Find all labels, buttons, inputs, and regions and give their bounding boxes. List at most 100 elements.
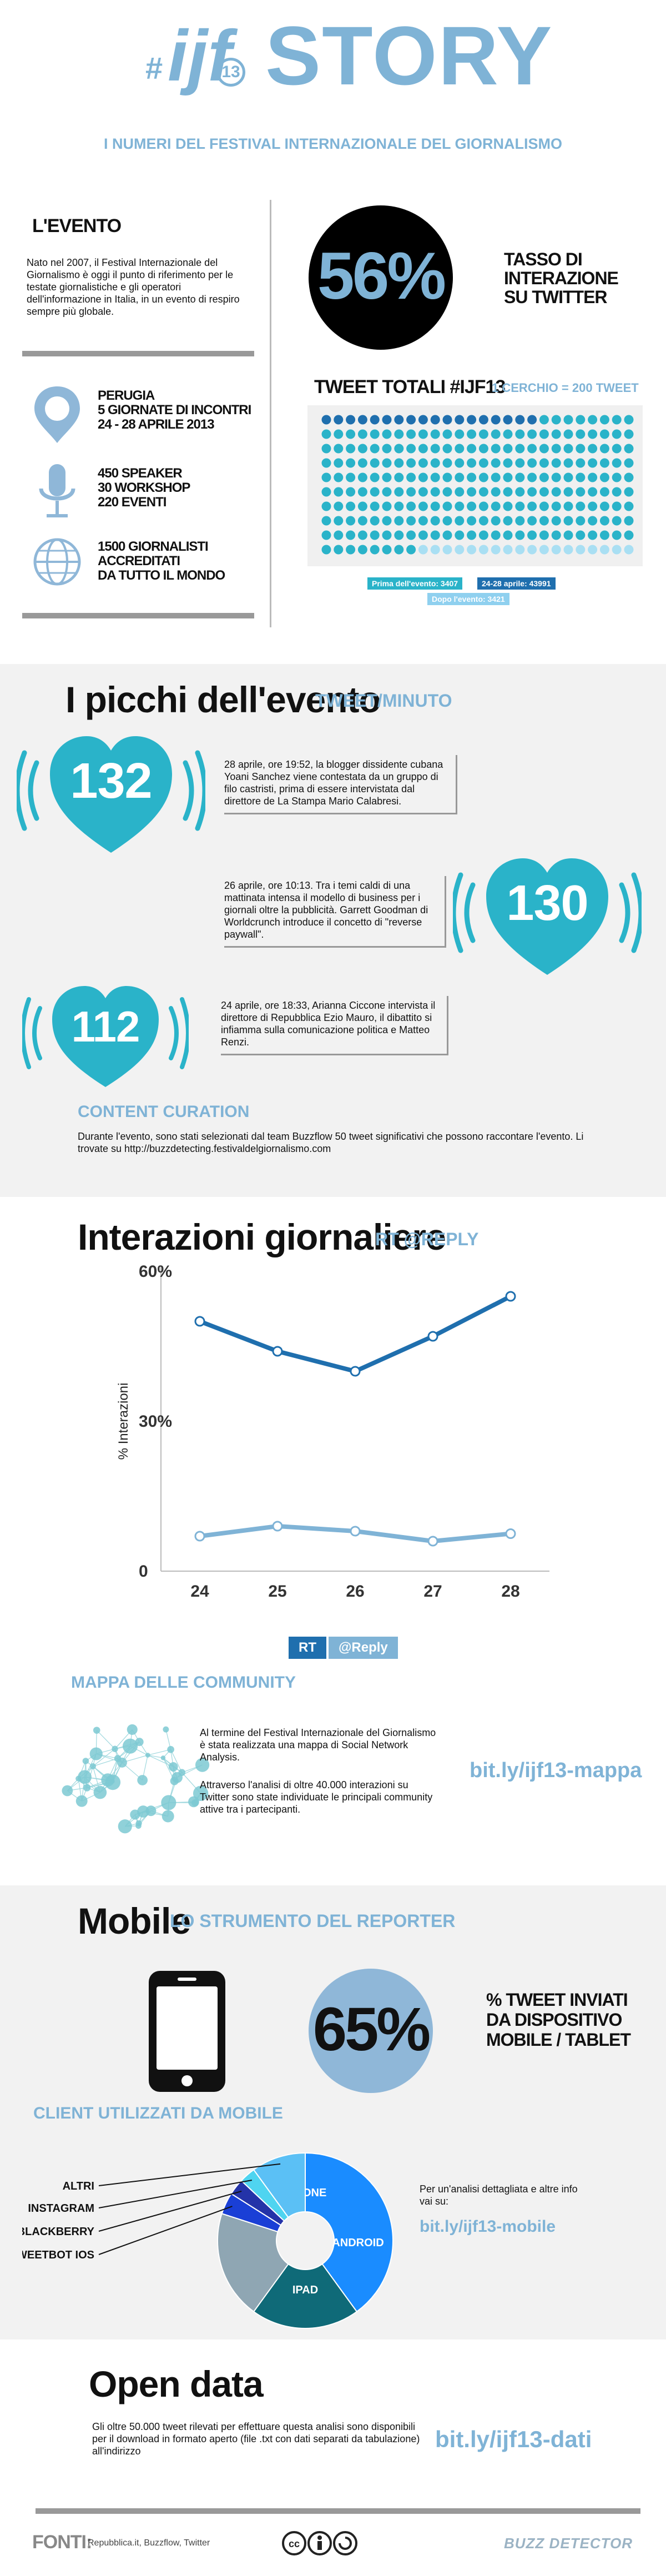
pie-label: TWEETBOT IOS (22, 2249, 94, 2261)
tweet-dot (406, 545, 416, 555)
network-edge (148, 1754, 164, 1758)
tweet-dot (478, 472, 488, 482)
network-node (137, 1805, 149, 1818)
tweet-dot (576, 487, 586, 497)
curation-title: CONTENT CURATION (78, 1103, 250, 1121)
mobile-subtitle: LO STRUMENTO DEL REPORTER (170, 1911, 456, 1931)
network-edge (93, 1748, 115, 1767)
tweet-dot (467, 415, 477, 425)
tweet-dot (467, 530, 477, 540)
network-node (112, 1745, 118, 1752)
tweet-period-after: Dopo l'evento: 3421 (427, 593, 509, 605)
tweet-dot (418, 444, 428, 454)
tweet-dot (527, 429, 537, 439)
legend-rt: RT (289, 1637, 326, 1659)
evento-fact-journalists: 1500 GIORNALISTI ACCREDITATI DA TUTTO IL… (32, 535, 265, 602)
evento-section: L'EVENTO Nato nel 2007, il Festival Inte… (0, 189, 666, 633)
tweet-dot (527, 444, 537, 454)
pie-label: BLACKBERRY (22, 2226, 95, 2238)
tweet-dot (612, 545, 622, 555)
network-node (114, 1755, 122, 1762)
community-link[interactable]: bit.ly/ijf13-mappa (470, 1759, 642, 1782)
tweet-dot (467, 472, 477, 482)
evento-fact-location: PERUGIA 5 GIORNATE DI INCONTRI 24 - 28 A… (32, 384, 265, 451)
tweet-dot (321, 501, 331, 511)
network-node (83, 1784, 91, 1792)
opendata-link[interactable]: bit.ly/ijf13-dati (435, 2426, 592, 2452)
tweet-dot (551, 444, 561, 454)
tweet-dot (491, 429, 501, 439)
tweet-dot (588, 415, 598, 425)
network-node (127, 1724, 138, 1735)
pie-leader-line (98, 2163, 281, 2186)
tweet-dot (357, 429, 367, 439)
tweet-dot (588, 487, 598, 497)
network-node (101, 1773, 115, 1787)
tweet-dot (576, 545, 586, 555)
pie-label: ALTRI (63, 2180, 94, 2192)
brand-logo: BUZZ DETECTOR (504, 2535, 633, 2552)
tweet-dot (406, 501, 416, 511)
tweet-dot (406, 487, 416, 497)
tweet-dot (588, 458, 598, 468)
network-node (162, 1810, 174, 1823)
network-edge (148, 1754, 174, 1767)
pie-leader-line (98, 2179, 253, 2208)
tweet-dot (455, 487, 465, 497)
tweet-dot (467, 516, 477, 526)
network-node (191, 1799, 199, 1807)
tweet-dot (588, 516, 598, 526)
tweet-dot (334, 501, 344, 511)
clients-pie-chart: IPHONEANDROIDIPADTWEETBOT IOSBLACKBERRYI… (22, 2152, 393, 2329)
tweet-dot (551, 429, 561, 439)
tweet-dot (588, 545, 598, 555)
creative-commons-icon: cc (282, 2531, 357, 2555)
tweet-dot (576, 516, 586, 526)
pie-label: ANDROID (332, 2237, 384, 2249)
tweet-dot (478, 501, 488, 511)
tweet-dot (430, 444, 440, 454)
tweet-dot (503, 530, 513, 540)
network-edge (93, 1758, 118, 1767)
tweet-dot (624, 444, 634, 454)
tweet-dot (551, 472, 561, 482)
tweet-dot (382, 501, 392, 511)
peak-130: 130 (453, 846, 642, 979)
network-edge (96, 1730, 115, 1749)
tweet-dot (382, 487, 392, 497)
tweet-dot (455, 501, 465, 511)
tweet-dot (370, 415, 380, 425)
network-node (135, 1823, 142, 1829)
tweet-dot (539, 415, 549, 425)
tweet-dot (382, 429, 392, 439)
tweet-dot (599, 444, 609, 454)
footer-divider (36, 2508, 640, 2514)
tweet-dot (382, 415, 392, 425)
pie-label: IPAD (292, 2284, 318, 2296)
tweet-dot (612, 487, 622, 497)
license-icons: cc (281, 2529, 359, 2557)
network-node (78, 1770, 92, 1784)
tweet-dot (430, 472, 440, 482)
tweet-dot (370, 545, 380, 555)
tweet-dot (346, 545, 356, 555)
tweet-dot (551, 530, 561, 540)
tweet-dot (551, 415, 561, 425)
community-section: MAPPA DELLE COMMUNITY Al termine del Fes… (0, 1666, 666, 1871)
tweet-legend: 1 CERCHIO = 200 TWEET (492, 381, 639, 395)
data-point (272, 1521, 283, 1532)
twitter-rate-label-3: SU TWITTER (504, 287, 608, 307)
divider (22, 351, 254, 356)
broadcast-waves-icon (22, 986, 189, 1087)
tweet-dot (382, 530, 392, 540)
mobile-link[interactable]: bit.ly/ijf13-mobile (420, 2217, 556, 2236)
tweet-dot (612, 458, 622, 468)
tweet-dot (334, 530, 344, 540)
tweet-dot (563, 516, 573, 526)
network-node (82, 1758, 89, 1764)
tweet-dot (503, 516, 513, 526)
pie-slice (253, 2152, 306, 2218)
journalists-line-3: DA TUTTO IL MONDO (98, 568, 225, 583)
tweet-dot (442, 429, 452, 439)
tweet-dot (503, 444, 513, 454)
